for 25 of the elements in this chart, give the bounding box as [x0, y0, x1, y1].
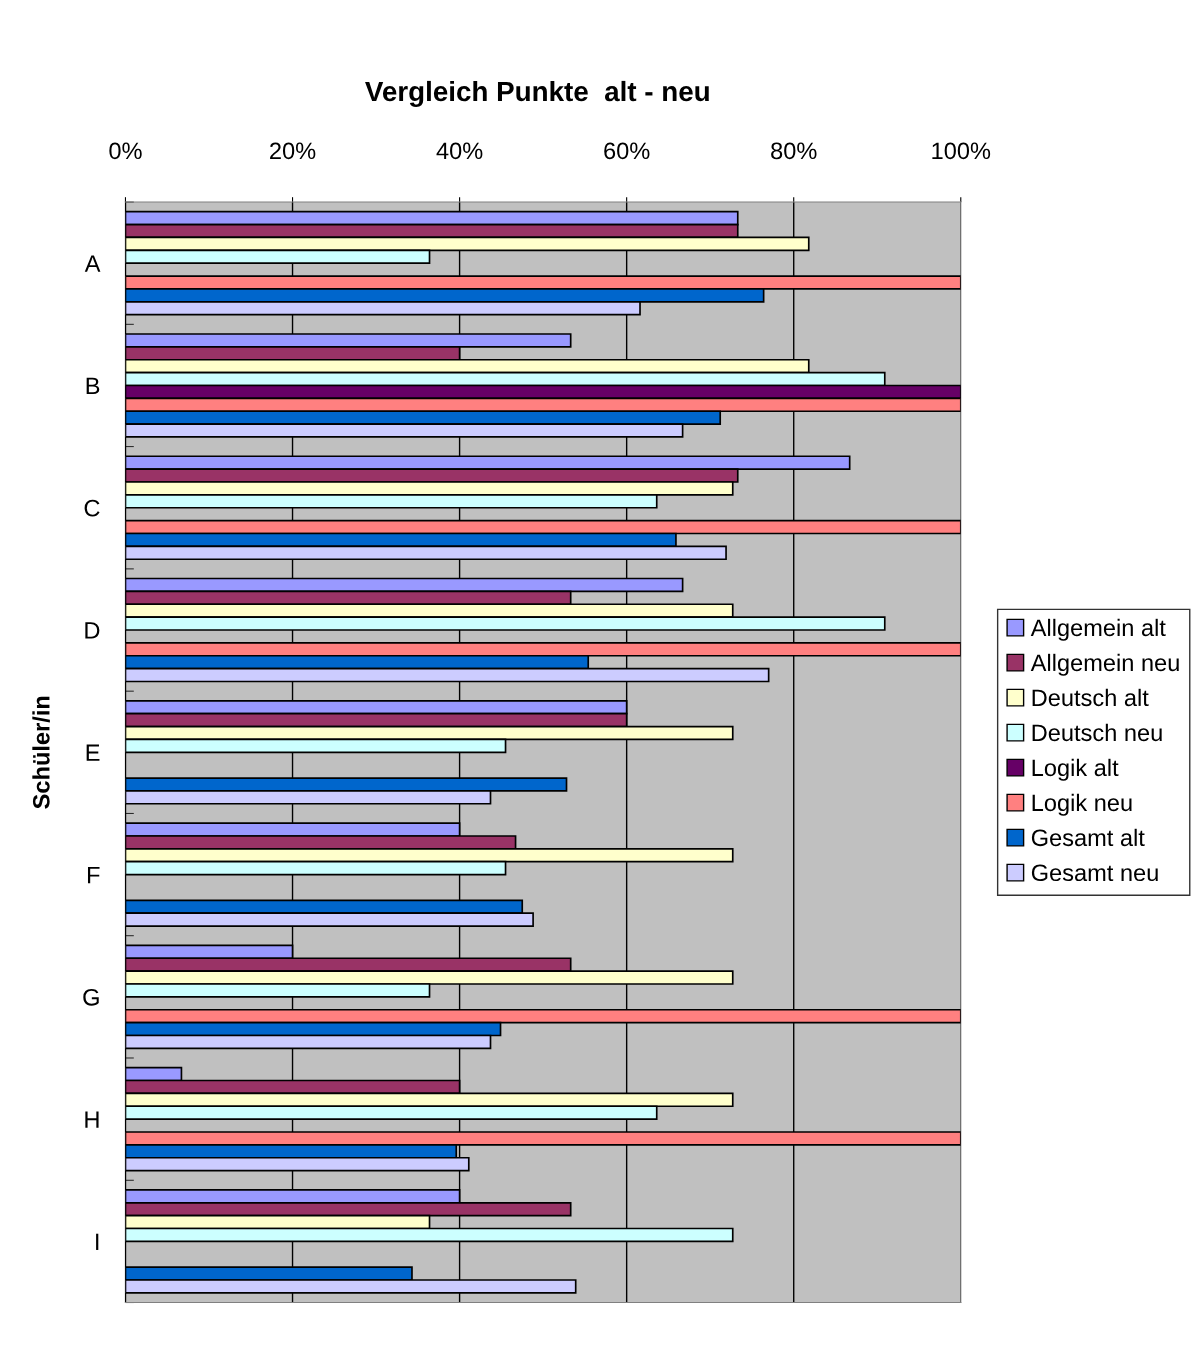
- y-axis-title: Schüler/in: [32, 696, 50, 809]
- y-tick-label: I: [96, 1233, 99, 1250]
- legend-label: Deutsch alt: [1032, 688, 1149, 707]
- legend-label: Deutsch neu: [1032, 723, 1162, 742]
- legend-label: Gesamt neu: [1031, 864, 1158, 882]
- legend-label: Logik neu: [1032, 793, 1132, 816]
- legend-label: Gesamt alt: [1031, 828, 1145, 847]
- y-tick-label: A: [84, 255, 101, 272]
- x-tick-label: 20%: [270, 142, 316, 160]
- legend-label: Allgemein alt: [1030, 618, 1166, 641]
- y-tick-label: D: [85, 622, 100, 639]
- x-tick-label: 80%: [771, 142, 817, 160]
- x-tick-label: 40%: [436, 142, 483, 160]
- y-tick-label: C: [84, 499, 100, 517]
- chart-title: Vergleich Punkte alt - neu: [365, 80, 709, 107]
- x-tick-label: 0%: [109, 142, 142, 160]
- legend-label: Logik alt: [1032, 758, 1119, 781]
- y-tick-label: B: [86, 377, 100, 395]
- y-tick-label: G: [83, 988, 99, 1006]
- y-tick-label: E: [86, 744, 100, 761]
- y-tick-label: H: [85, 1111, 99, 1128]
- legend-label: Allgemein neu: [1030, 653, 1179, 676]
- x-tick-label: 100%: [932, 142, 991, 160]
- x-tick-label: 60%: [604, 142, 650, 160]
- y-tick-label: F: [87, 866, 100, 884]
